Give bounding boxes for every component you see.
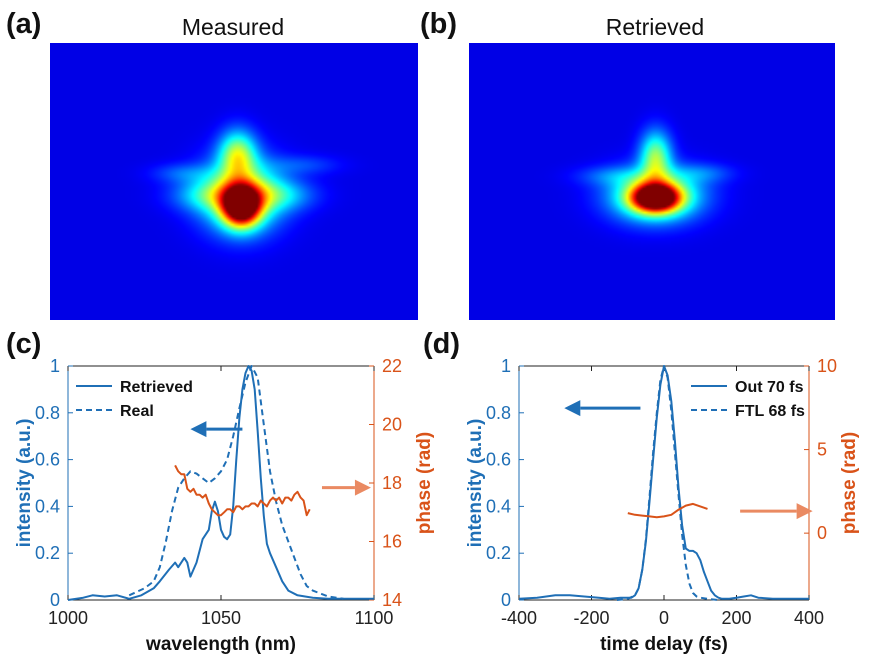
chart-d-y-tick-label-2: 0.4 (486, 496, 511, 516)
chart-c-y-tick-label-2: 0.4 (35, 496, 60, 516)
chart-d-y-tick-label-0: 0 (501, 590, 511, 610)
panel-b: (b) Retrieved (420, 8, 835, 320)
chart-c-y-tick-label-4: 0.8 (35, 403, 60, 423)
chart-d-legend-label-1: FTL 68 fs (735, 403, 805, 420)
chart-d-x-tick-label-3: 200 (721, 608, 751, 628)
chart-d-y2-tick-label-1: 5 (817, 440, 827, 460)
panel-d-chart: (d) -400 -200 0 200 40000.20.40.60.810510tim… (423, 328, 860, 655)
panel-b-title: Retrieved (606, 14, 704, 40)
chart-c-y-tick-label-0: 0 (50, 590, 60, 610)
chart-d-series-ftl-68-fs-1 (616, 365, 719, 601)
panel-c-chart: (c) 1000 1050 1100 0 0.2 0.4 0.6 0.8 1 14 16 18 20 22… (6, 328, 435, 655)
chart-c-y2-axis-title: phase (rad) (414, 432, 435, 534)
chart-d-x-tick-label-2: 0 (659, 608, 669, 628)
heatmap-b (469, 43, 835, 320)
chart-d-y-tick-label-1: 0.2 (486, 543, 511, 563)
chart-c-y2-tick-label-2: 18 (382, 473, 402, 493)
chart-d-legend-label-0: Out 70 fs (735, 379, 804, 396)
panel-a-label: (a) (6, 8, 41, 40)
chart-c-y2-tick-label-0: 14 (382, 590, 402, 610)
chart-c-y-tick-label-1: 0.2 (35, 543, 60, 563)
chart-c-y-tick-label-3: 0.6 (35, 450, 60, 470)
heatmap-a (50, 43, 418, 320)
chart-d-y-tick-label-4: 0.8 (486, 403, 511, 423)
chart-d-series-out-70-fs-0 (518, 365, 809, 600)
chart-d-x-tick-label-4: 400 (794, 608, 824, 628)
chart-d-y2-tick-label-0: 0 (817, 523, 827, 543)
chart-c-y-tick-label-5: 1 (50, 356, 60, 376)
chart-c-x-tick-label-0: 1000 (48, 608, 88, 628)
chart-d-series-phase-2 (627, 502, 708, 519)
chart-c-y2-tick-label-1: 16 (382, 532, 402, 552)
chart-d-y-tick-label-3: 0.6 (486, 450, 511, 470)
panel-a: (a) Measured (6, 8, 418, 320)
chart-c-series-real-1 (128, 365, 344, 600)
chart-c-y2-tick-label-4: 22 (382, 356, 402, 376)
chart-c-series-phase-2 (174, 464, 311, 517)
chart-c-arrow-right-head (354, 479, 371, 496)
panel-a-title: Measured (182, 14, 284, 40)
chart-c-x-tick-label-2: 1100 (355, 608, 394, 628)
panel-d-label: (d) (423, 328, 460, 360)
chart-d-y2-axis-title: phase (rad) (839, 432, 860, 534)
chart-c-arrow-left-head (190, 421, 207, 438)
chart-c-x-tick-label-1: 1050 (201, 608, 241, 628)
chart-d-arrow-left-head (564, 400, 581, 417)
chart-d-x-axis-title: time delay (fs) (600, 634, 728, 655)
chart-c-y2-tick-label-3: 20 (382, 415, 402, 435)
chart-d-y2-tick-label-2: 10 (817, 356, 837, 376)
panel-c-label: (c) (6, 328, 41, 360)
chart-d-y-axis-title: intensity (a.u.) (465, 419, 486, 548)
chart-d-arrow-right-head (796, 503, 813, 520)
chart-c-y-axis-title: intensity (a.u.) (14, 419, 35, 548)
chart-d-x-tick-label-1: -200 (573, 608, 609, 628)
chart-c-x-axis-title: wavelength (nm) (145, 634, 296, 655)
chart-d-y-tick-label-5: 1 (501, 356, 511, 376)
panel-b-label: (b) (420, 8, 457, 40)
chart-c-series-retrieved-0 (67, 365, 374, 601)
chart-d-x-tick-label-0: -400 (501, 608, 537, 628)
chart-c-legend-label-1: Real (120, 403, 154, 420)
chart-c-legend-label-0: Retrieved (120, 379, 193, 396)
